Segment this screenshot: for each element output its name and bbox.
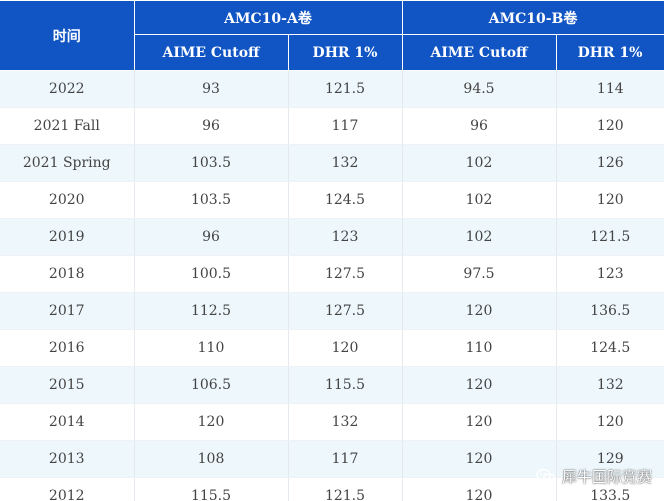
amc10a-dhr-cell: 127.5 <box>288 255 403 293</box>
amc10b-aime-cutoff-cell: 120 <box>402 292 557 330</box>
amc10b-aime-cutoff-cell: 120 <box>402 440 557 478</box>
amc10b-dhr-cell: 120 <box>556 403 664 441</box>
year-cell: 2016 <box>0 329 135 367</box>
amc10b-aime-cutoff-cell: 94.5 <box>402 70 557 108</box>
table-row: 2020 103.5 124.5 102 120 <box>0 181 664 219</box>
amc10a-dhr-header: DHR 1% <box>287 34 403 71</box>
table-row: 2018 100.5 127.5 97.5 123 <box>0 255 664 293</box>
table-row: 2013 108 117 120 129 <box>0 440 664 478</box>
amc10b-aime-cutoff-cell: 102 <box>402 218 557 256</box>
amc10a-aime-cutoff-cell: 96 <box>134 107 289 145</box>
amc10a-aime-cutoff-cell: 112.5 <box>134 292 289 330</box>
year-cell: 2018 <box>0 255 135 293</box>
amc10a-aime-cutoff-cell: 96 <box>134 218 289 256</box>
amc10a-dhr-cell: 127.5 <box>288 292 403 330</box>
amc10b-dhr-cell: 123 <box>556 255 664 293</box>
table-body: 2022 93 121.5 94.5 114 2021 Fall 96 117 96 120 202… <box>0 70 664 501</box>
amc10a-dhr-cell: 121.5 <box>288 70 403 108</box>
amc10b-dhr-cell: 120 <box>556 181 664 219</box>
amc10a-aime-cutoff-cell: 106.5 <box>134 366 289 404</box>
amc10a-aime-cutoff-cell: 93 <box>134 70 289 108</box>
watermark: 犀牛国际竞赛 <box>536 466 652 487</box>
amc10b-dhr-cell: 120 <box>556 107 664 145</box>
amc10b-aime-cutoff-cell: 102 <box>402 144 557 182</box>
table-row: 2012 115.5 121.5 120 133.5 <box>0 477 664 501</box>
table-row: 2021 Spring 103.5 132 102 126 <box>0 144 664 182</box>
watermark-text: 犀牛国际竞赛 <box>561 468 652 486</box>
amc10b-dhr-cell: 129 <box>556 440 664 478</box>
table-row: 2017 112.5 127.5 120 136.5 <box>0 292 664 330</box>
year-cell: 2015 <box>0 366 135 404</box>
amc10a-dhr-cell: 120 <box>288 329 403 367</box>
amc10b-aime-cutoff-cell: 97.5 <box>402 255 557 293</box>
amc10b-dhr-cell: 121.5 <box>556 218 664 256</box>
table-row: 2016 110 120 110 124.5 <box>0 329 664 367</box>
amc10a-dhr-cell: 132 <box>288 144 403 182</box>
table-row: 2015 106.5 115.5 120 132 <box>0 366 664 404</box>
amc10a-aime-cutoff-cell: 103.5 <box>134 144 289 182</box>
amc10b-dhr-cell: 133.5 <box>556 477 664 501</box>
year-cell: 2017 <box>0 292 135 330</box>
table-row: 2022 93 121.5 94.5 114 <box>0 70 664 108</box>
amc10a-aime-cutoff-cell: 115.5 <box>134 477 289 501</box>
amc10b-dhr-cell: 136.5 <box>556 292 664 330</box>
year-cell: 2013 <box>0 440 135 478</box>
amc10a-aime-cutoff-cell: 110 <box>134 329 289 367</box>
amc10a-aime-cutoff-cell: 103.5 <box>134 181 289 219</box>
amc10a-dhr-cell: 117 <box>288 107 403 145</box>
year-cell: 2021 Fall <box>0 107 135 145</box>
year-cell: 2019 <box>0 218 135 256</box>
amc10a-dhr-cell: 123 <box>288 218 403 256</box>
amc10b-aime-cutoff-cell: 110 <box>402 329 557 367</box>
amc10b-aime-cutoff-cell: 120 <box>402 366 557 404</box>
amc10a-aime-cutoff-header: AIME Cutoff <box>133 34 289 71</box>
amc10b-dhr-cell: 114 <box>556 70 664 108</box>
amc10a-dhr-cell: 132 <box>288 403 403 441</box>
amc10b-dhr-cell: 124.5 <box>556 329 664 367</box>
amc10b-aime-cutoff-cell: 120 <box>402 477 557 501</box>
amc10b-aime-cutoff-header: AIME Cutoff <box>401 34 557 71</box>
amc10a-dhr-cell: 115.5 <box>288 366 403 404</box>
table-row: 2014 120 132 120 120 <box>0 403 664 441</box>
table-header: 时间 AMC10-A卷 AMC10-B卷 AIME Cutoff DHR 1% … <box>0 0 664 71</box>
amc10a-aime-cutoff-cell: 100.5 <box>134 255 289 293</box>
amc10b-aime-cutoff-cell: 96 <box>402 107 557 145</box>
table-row: 2021 Fall 96 117 96 120 <box>0 107 664 145</box>
year-cell: 2014 <box>0 403 135 441</box>
amc10a-dhr-cell: 117 <box>288 440 403 478</box>
amc10a-dhr-cell: 121.5 <box>288 477 403 501</box>
amc10a-dhr-cell: 124.5 <box>288 181 403 219</box>
wechat-icon <box>536 468 556 485</box>
year-cell: 2012 <box>0 477 135 501</box>
year-cell: 2021 Spring <box>0 144 135 182</box>
amc10b-group-header: AMC10-B卷 <box>401 0 664 35</box>
amc10b-dhr-cell: 132 <box>556 366 664 404</box>
amc10b-aime-cutoff-cell: 102 <box>402 181 557 219</box>
year-cell: 2022 <box>0 70 135 108</box>
amc10b-aime-cutoff-cell: 120 <box>402 403 557 441</box>
year-cell: 2020 <box>0 181 135 219</box>
amc10a-aime-cutoff-cell: 120 <box>134 403 289 441</box>
table-row: 2019 96 123 102 121.5 <box>0 218 664 256</box>
amc10b-dhr-header: DHR 1% <box>555 34 664 71</box>
amc10a-group-header: AMC10-A卷 <box>133 0 403 35</box>
year-column-header: 时间 <box>0 0 135 71</box>
amc10a-aime-cutoff-cell: 108 <box>134 440 289 478</box>
amc10b-dhr-cell: 126 <box>556 144 664 182</box>
